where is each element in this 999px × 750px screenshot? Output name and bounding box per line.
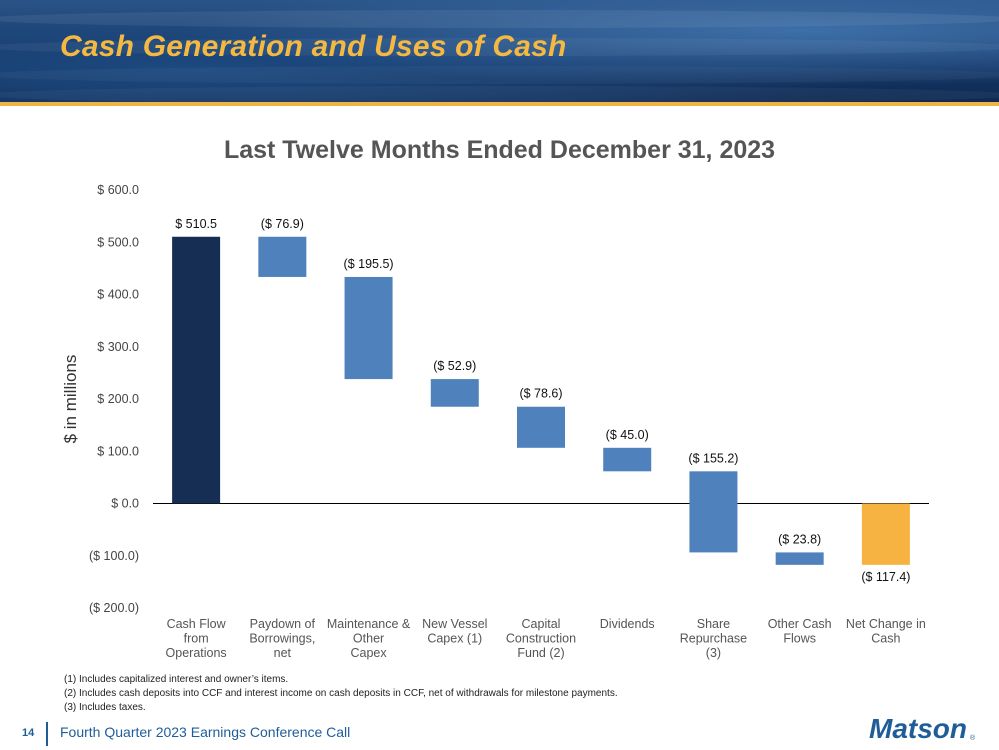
data-label: ($ 45.0): [606, 428, 649, 442]
x-tick-label: Operations: [166, 646, 227, 660]
footnotes: (1) Includes capitalized interest and ow…: [64, 673, 618, 715]
bar: [861, 503, 910, 565]
bar: [258, 236, 307, 277]
footnote: (1) Includes capitalized interest and ow…: [64, 674, 289, 685]
x-tick-label: New Vessel: [422, 617, 487, 631]
data-label: ($ 78.6): [519, 387, 562, 401]
x-tick-label: Other: [353, 632, 384, 646]
bar: [344, 276, 393, 380]
x-tick-label: Share: [697, 617, 730, 631]
y-tick-label: $ 500.0: [97, 235, 139, 249]
x-tick-label: net: [274, 646, 292, 660]
footer-text: Fourth Quarter 2023 Earnings Conference …: [60, 724, 351, 740]
x-tick-label: Net Change in: [846, 617, 926, 631]
logo-wordmark: Matson: [869, 713, 967, 744]
x-tick-label: Capex: [350, 646, 387, 660]
bar: [775, 552, 824, 565]
slide-title: Cash Generation and Uses of Cash: [60, 30, 567, 63]
x-tick-label: Cash: [871, 632, 900, 646]
x-tick-label: Borrowings,: [249, 632, 315, 646]
waterfall-chart: $ in millions $ 600.0 $ 500.0 $ 400.0 $ 300.…: [61, 183, 929, 660]
data-label: ($ 76.9): [261, 217, 304, 231]
x-tick-label: Maintenance &: [327, 617, 411, 631]
x-tick-label: Paydown of: [250, 617, 316, 631]
bar: [430, 379, 479, 407]
x-tick-label: Other Cash: [768, 617, 832, 631]
x-tick-label: Flows: [783, 632, 816, 646]
footnote: (3) Includes taxes.: [64, 702, 146, 713]
header-divider: [0, 102, 999, 106]
x-tick-label: Capital: [522, 617, 561, 631]
data-label: ($ 117.4): [861, 570, 910, 584]
data-label: ($ 195.5): [344, 257, 394, 271]
matson-logo: Matson ®: [869, 713, 976, 744]
bar: [689, 471, 738, 553]
footnote: (2) Includes cash deposits into CCF and …: [64, 688, 618, 699]
header-banner: [0, 0, 999, 102]
page-number: 14: [22, 727, 35, 739]
chart-title: Last Twelve Months Ended December 31, 20…: [223, 136, 776, 164]
footer-divider: [46, 722, 48, 746]
y-tick-label: $ 0.0: [111, 497, 139, 511]
x-tick-label: Repurchase: [680, 632, 747, 646]
data-label: ($ 52.9): [433, 359, 476, 373]
y-tick-label: $ 600.0: [97, 183, 139, 197]
data-label: $ 510.5: [175, 217, 217, 231]
bar: [517, 406, 565, 448]
data-label: ($ 23.8): [778, 532, 821, 546]
x-tick-label: Dividends: [600, 617, 655, 631]
x-tick-label: Capex (1): [427, 632, 482, 646]
x-tick-label: from: [184, 632, 209, 646]
x-tick-label: Cash Flow: [167, 617, 227, 631]
x-tick-label: Construction: [506, 632, 576, 646]
y-tick-label: ($ 100.0): [89, 549, 139, 563]
y-tick-label: $ 400.0: [97, 288, 139, 302]
y-tick-label: $ 100.0: [97, 444, 139, 458]
y-tick-label: $ 300.0: [97, 340, 139, 354]
x-tick-label: Fund (2): [517, 646, 564, 660]
bar: [603, 447, 652, 472]
bar: [172, 236, 221, 504]
x-tick-label: (3): [706, 646, 721, 660]
y-tick-label: $ 200.0: [97, 392, 139, 406]
data-label: ($ 155.2): [688, 451, 738, 465]
logo-registered-mark: ®: [970, 734, 976, 742]
y-axis-label: $ in millions: [61, 355, 80, 444]
y-tick-label: ($ 200.0): [89, 601, 139, 615]
